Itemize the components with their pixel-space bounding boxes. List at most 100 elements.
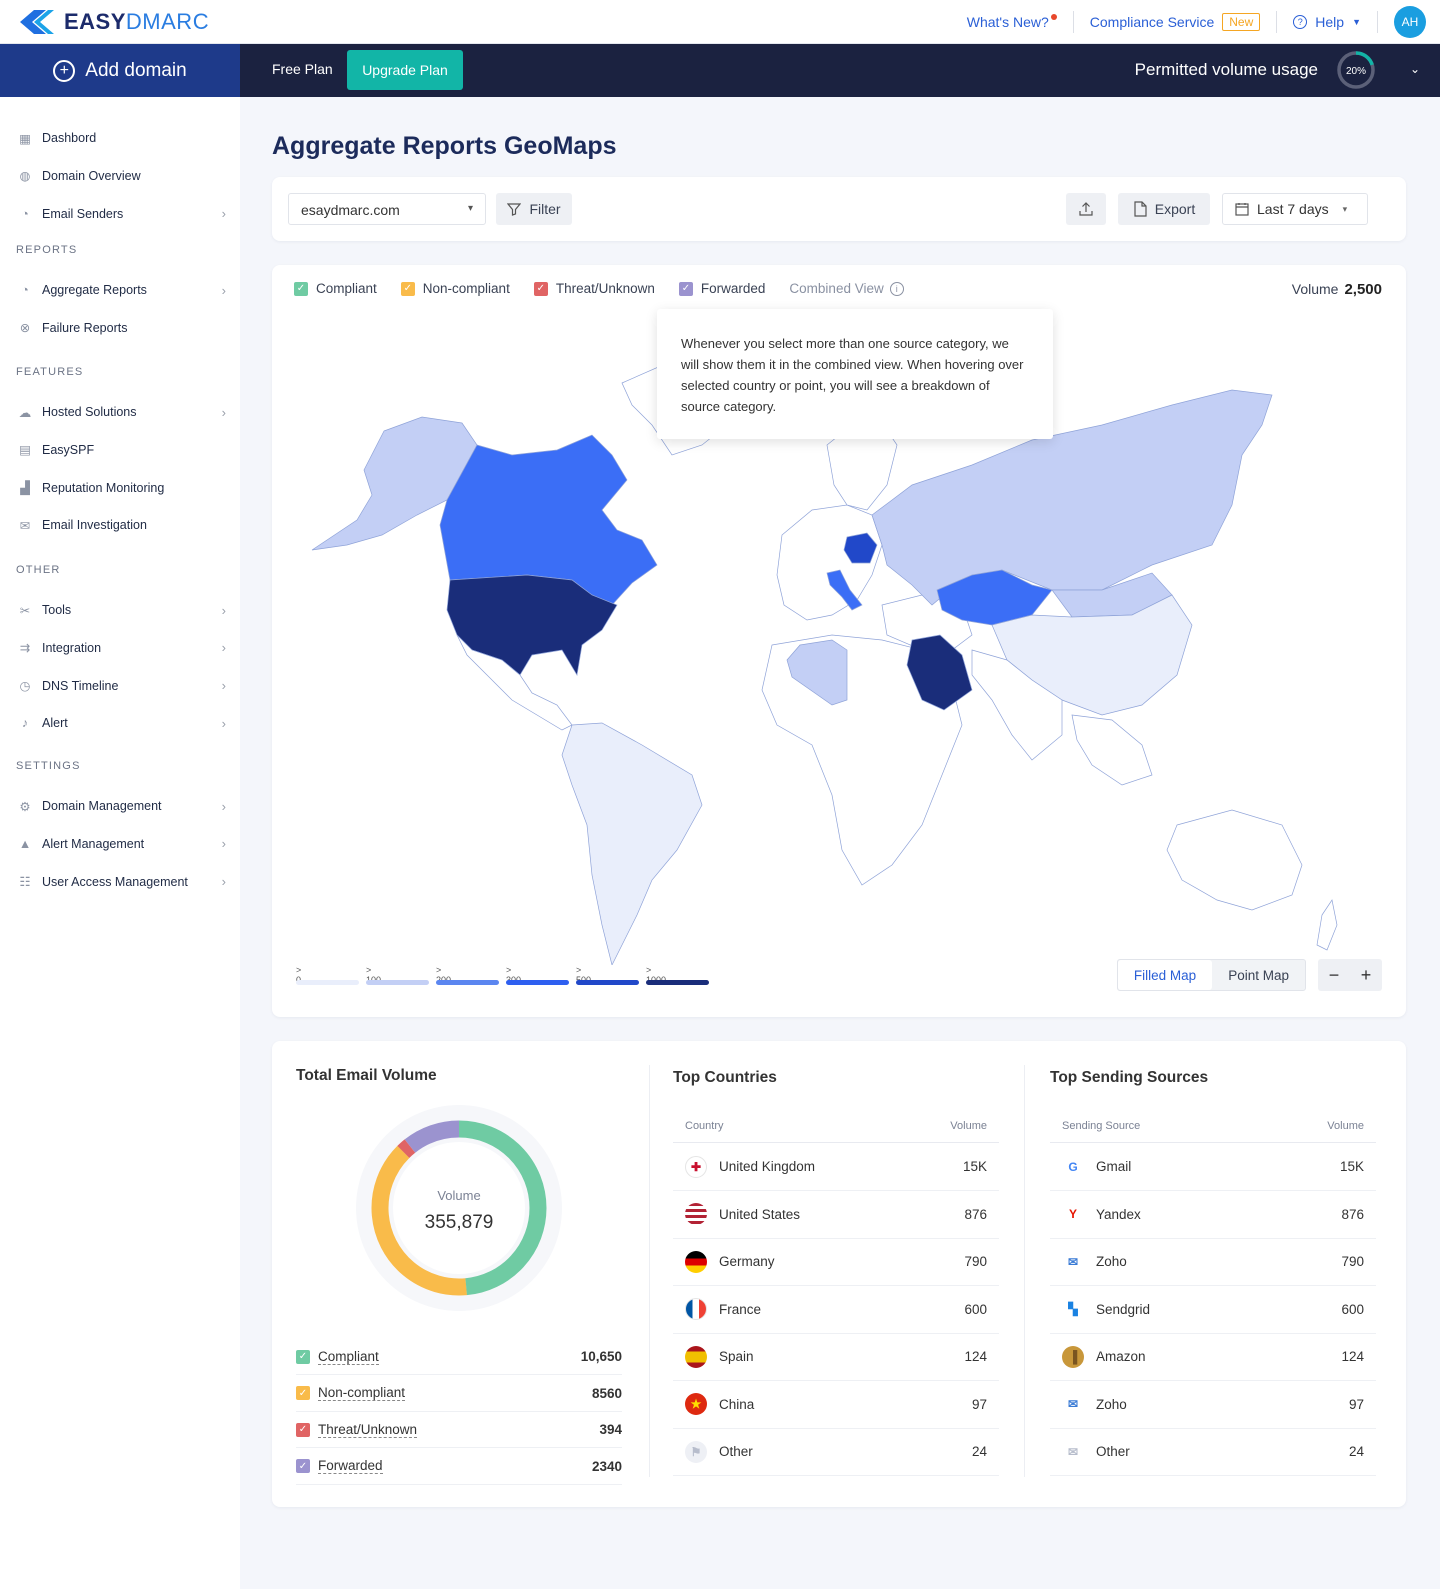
column-header: Country — [685, 1119, 724, 1132]
share-button[interactable] — [1066, 193, 1106, 225]
checkbox-checked-icon: ✓ — [533, 281, 548, 296]
table-row[interactable]: ✉ Zoho 790 — [1050, 1238, 1376, 1286]
segment-label: Compliant — [318, 1348, 379, 1365]
table-row[interactable]: ⚑ Other 24 — [673, 1428, 999, 1476]
sidebar-item-reputation-monitoring[interactable]: ▟ Reputation Monitoring — [16, 476, 230, 500]
volume-donut-chart: Volume 355,879 — [354, 1103, 564, 1313]
table-row[interactable]: Y Yandex 876 — [1050, 1191, 1376, 1239]
row-value: 15K — [1339, 1159, 1364, 1174]
table-row[interactable]: ▚ Sendgrid 600 — [1050, 1286, 1376, 1334]
sidebar-item-easyspf[interactable]: ▤ EasySPF — [16, 438, 230, 462]
sidebar-item-hosted-solutions[interactable]: ☁ Hosted Solutions › — [16, 400, 230, 424]
upgrade-plan-button[interactable]: Upgrade Plan — [347, 50, 463, 90]
row-value: 124 — [964, 1349, 987, 1364]
sidebar-item-alert[interactable]: ♪ Alert › — [16, 711, 230, 735]
volume-breakdown-row[interactable]: ✓ Compliant 10,650 — [296, 1339, 622, 1375]
help-menu[interactable]: ? Help ▼ — [1293, 14, 1361, 30]
chevron-right-icon: › — [221, 798, 226, 814]
clock-icon: ◷ — [19, 679, 31, 694]
checkbox-checked-icon: ✓ — [400, 281, 415, 296]
row-value: 790 — [1341, 1254, 1364, 1269]
sidebar-item-label: Hosted Solutions — [42, 405, 137, 419]
region-southeast-asia — [1071, 714, 1153, 786]
user-avatar[interactable]: AH — [1394, 6, 1426, 38]
table-row[interactable]: France 600 — [673, 1286, 999, 1334]
divider — [1377, 11, 1378, 33]
google-icon: G — [1062, 1155, 1084, 1178]
caret-down-icon: ▾ — [467, 203, 473, 214]
zoom-out-button[interactable]: − — [1328, 964, 1340, 985]
table-row[interactable]: G Gmail 15K — [1050, 1143, 1376, 1191]
sidebar-item-integration[interactable]: ⇉ Integration › — [16, 636, 230, 660]
sidebar-item-dns-timeline[interactable]: ◷ DNS Timeline › — [16, 674, 230, 698]
combined-view-toggle[interactable]: Combined View i — [789, 281, 904, 296]
sidebar-item-domain-overview[interactable]: ◍ Domain Overview — [16, 164, 230, 188]
date-range-label: Last 7 days — [1257, 201, 1329, 217]
caret-down-icon: ▼ — [1352, 17, 1361, 27]
volume-breakdown-row[interactable]: ✓ Non-compliant 8560 — [296, 1376, 622, 1412]
legend-noncompliant[interactable]: ✓ Non-compliant — [400, 281, 510, 296]
donut-svg: Volume 355,879 — [356, 1105, 562, 1311]
checkbox-checked-icon: ✓ — [678, 281, 693, 296]
checkbox-checked-icon: ✓ — [296, 1459, 310, 1473]
row-value: 24 — [1348, 1444, 1364, 1459]
country-algeria — [786, 639, 848, 706]
compliance-service-link[interactable]: Compliance Service New — [1090, 13, 1261, 31]
sidebar-item-user-access-management[interactable]: ☷ User Access Management › — [16, 870, 230, 894]
date-range-select[interactable]: Last 7 days ▾ — [1222, 193, 1368, 225]
whats-new-link[interactable]: What's New? — [967, 14, 1057, 30]
row-value: 876 — [964, 1206, 987, 1222]
table-row[interactable]: ★ China 97 — [673, 1381, 999, 1429]
sidebar-item-failure-reports[interactable]: ⊗ Failure Reports — [16, 316, 230, 340]
point-map-tab[interactable]: Point Map — [1228, 967, 1289, 983]
table-row[interactable]: Germany 790 — [673, 1238, 999, 1286]
export-button[interactable]: Export — [1118, 193, 1210, 225]
domain-select[interactable]: esaydmarc.com ▾ — [288, 193, 486, 225]
sidebar-item-alert-management[interactable]: ▲ Alert Management › — [16, 832, 230, 856]
usage-percent: 20% — [1346, 66, 1366, 77]
filled-map-tab[interactable]: Filled Map — [1117, 960, 1213, 990]
row-value: 24 — [971, 1444, 987, 1459]
table-row[interactable]: ✚ United Kingdom 15K — [673, 1143, 999, 1191]
table-row[interactable]: United States 876 — [673, 1191, 999, 1239]
top-sending-sources-title: Top Sending Sources — [1050, 1069, 1209, 1086]
help-icon: ? — [1293, 15, 1308, 29]
sidebar-item-email-senders[interactable]: ◔ Email Senders › — [16, 202, 230, 226]
volume-breakdown-row[interactable]: ✓ Forwarded 2340 — [296, 1449, 622, 1485]
sidebar-item-email-investigation[interactable]: ✉ Email Investigation — [16, 513, 230, 537]
legend-compliant[interactable]: ✓ Compliant — [294, 281, 377, 296]
donut-segment-compliant[interactable] — [371, 1120, 547, 1296]
legend-threat[interactable]: ✓ Threat/Unknown — [533, 281, 655, 296]
volume-breakdown-row[interactable]: ✓ Threat/Unknown 394 — [296, 1412, 622, 1448]
sidebar-item-dashbord[interactable]: ▦ Dashbord — [16, 126, 230, 150]
nav-bar: + Add domain Free Plan Upgrade Plan Perm… — [0, 44, 1440, 97]
add-domain-button[interactable]: + Add domain — [0, 44, 240, 97]
table-row[interactable]: Spain 124 — [673, 1333, 999, 1381]
bars-icon: ▟ — [20, 481, 30, 496]
sidebar-item-aggregate-reports[interactable]: ◔ Aggregate Reports › — [16, 278, 230, 302]
chevron-down-icon[interactable]: ⌄ — [1409, 62, 1420, 76]
filter-button[interactable]: Filter — [496, 193, 572, 225]
checkbox-checked-icon: ✓ — [296, 1386, 310, 1400]
total-email-volume-title: Total Email Volume — [296, 1067, 437, 1084]
easydmarc-logo[interactable]: EASYDMARC — [18, 8, 209, 36]
segment-label: Non-compliant — [318, 1385, 406, 1401]
compliance-label: Compliance Service — [1089, 14, 1215, 30]
integration-icon: ⇉ — [19, 641, 31, 656]
checkbox-checked-icon: ✓ — [294, 281, 308, 296]
table-row[interactable]: ✉ Zoho 97 — [1050, 1381, 1376, 1429]
map-type-toggle: Filled Map Point Map — [1116, 959, 1306, 991]
scale-bar — [506, 980, 569, 985]
info-icon[interactable]: i — [889, 281, 904, 296]
world-map[interactable] — [272, 305, 1406, 965]
legend-forwarded[interactable]: ✓ Forwarded — [678, 281, 765, 296]
zoom-in-button[interactable]: + — [1360, 964, 1372, 985]
permitted-volume-label: Permitted volume usage — [1134, 60, 1318, 79]
table-row[interactable]: ▐ Amazon 124 — [1050, 1333, 1376, 1381]
logo-text-light: DMARC — [125, 9, 210, 34]
stats-card: Total Email Volume Volume 355,879 ✓ Compl… — [272, 1041, 1406, 1507]
table-row[interactable]: ✉ Other 24 — [1050, 1428, 1376, 1476]
sidebar-item-domain-management[interactable]: ⚙ Domain Management › — [16, 794, 230, 818]
row-name: Other — [1096, 1444, 1130, 1459]
sidebar-item-tools[interactable]: ✂ Tools › — [16, 598, 230, 622]
